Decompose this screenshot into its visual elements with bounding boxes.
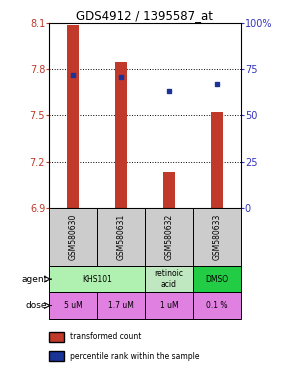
- Text: DMSO: DMSO: [205, 275, 228, 284]
- Text: GSM580633: GSM580633: [212, 214, 221, 260]
- Bar: [97, 208, 145, 266]
- Bar: [67, 25, 79, 208]
- Text: GSM580632: GSM580632: [164, 214, 173, 260]
- Bar: [163, 172, 175, 208]
- Text: 1.7 uM: 1.7 uM: [108, 301, 134, 310]
- Bar: [211, 113, 223, 208]
- Bar: [115, 61, 127, 208]
- Title: GDS4912 / 1395587_at: GDS4912 / 1395587_at: [77, 9, 213, 22]
- Text: GSM580631: GSM580631: [117, 214, 126, 260]
- Text: 1 uM: 1 uM: [160, 301, 178, 310]
- Bar: [193, 266, 241, 292]
- Text: GSM580630: GSM580630: [69, 214, 78, 260]
- Bar: [145, 208, 193, 266]
- Bar: [49, 292, 97, 319]
- Text: agent: agent: [21, 275, 47, 284]
- Text: 0.1 %: 0.1 %: [206, 301, 228, 310]
- Text: retinoic
acid: retinoic acid: [154, 270, 183, 289]
- Text: percentile rank within the sample: percentile rank within the sample: [70, 352, 199, 361]
- Text: 5 uM: 5 uM: [64, 301, 83, 310]
- Bar: [145, 266, 193, 292]
- Bar: [193, 208, 241, 266]
- Bar: [193, 292, 241, 319]
- Text: KHS101: KHS101: [82, 275, 112, 284]
- Bar: [145, 292, 193, 319]
- Bar: [49, 266, 145, 292]
- Bar: [97, 292, 145, 319]
- Bar: [49, 208, 97, 266]
- Text: dose: dose: [26, 301, 47, 310]
- Text: transformed count: transformed count: [70, 333, 141, 341]
